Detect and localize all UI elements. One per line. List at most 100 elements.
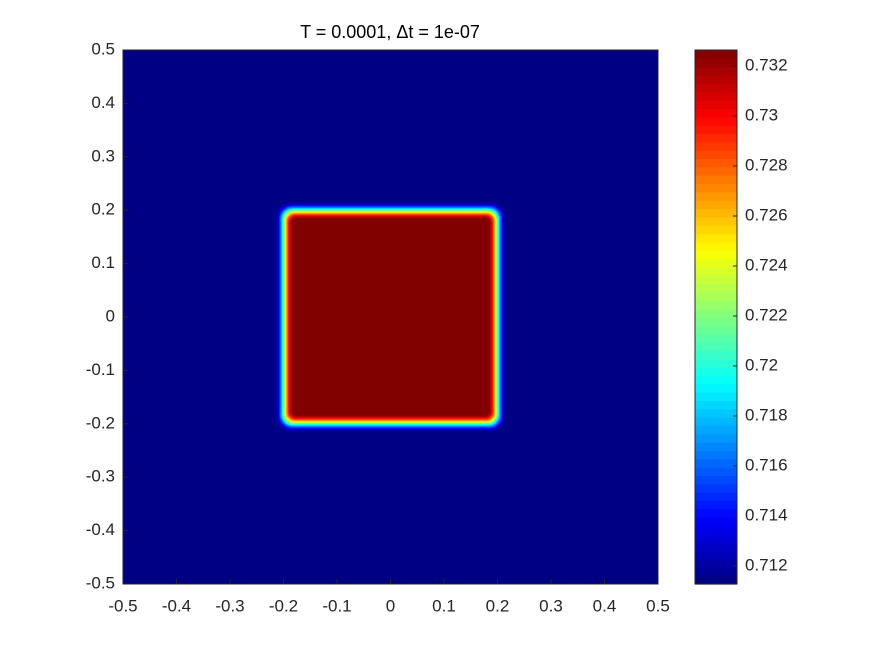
chart-title: T = 0.0001, Δt = 1e-07 — [300, 22, 480, 42]
colorbar-segment — [695, 191, 737, 201]
colorbar-segment — [695, 150, 737, 160]
x-tick-label: -0.3 — [215, 596, 244, 615]
colorbar-segment — [695, 342, 737, 351]
colorbar-tick-label: 0.73 — [745, 105, 778, 124]
x-tick-label: 0.1 — [432, 596, 456, 615]
colorbar-segment — [695, 425, 737, 435]
colorbar-segment — [695, 158, 737, 168]
colorbar-segment — [695, 492, 737, 502]
y-tick-label: 0 — [106, 306, 115, 325]
colorbar-segment — [695, 91, 737, 101]
colorbar-segment — [695, 75, 737, 84]
colorbar-segment — [695, 350, 737, 360]
y-tick-label: -0.3 — [86, 467, 115, 486]
x-tick-label: 0.4 — [593, 596, 617, 615]
colorbar-tick-label: 0.724 — [745, 255, 788, 274]
colorbar-segment — [695, 500, 737, 510]
colorbar-segment — [695, 125, 737, 135]
colorbar-segment — [695, 383, 737, 393]
colorbar-tick-label: 0.726 — [745, 205, 788, 224]
colorbar-tick-label: 0.728 — [745, 155, 788, 174]
colorbar-segment — [695, 116, 737, 126]
y-tick-label: 0.4 — [91, 93, 115, 112]
colorbar-segment — [695, 558, 737, 568]
colorbar-segment — [695, 567, 737, 577]
y-tick-label: -0.2 — [86, 413, 115, 432]
colorbar-tick-label: 0.72 — [745, 355, 778, 374]
colorbar-segment — [695, 467, 737, 477]
x-tick-label: -0.1 — [322, 596, 351, 615]
colorbar-segment — [695, 392, 737, 402]
colorbar-segment — [695, 233, 737, 243]
colorbar-segment — [695, 66, 737, 76]
colorbar-segment — [695, 275, 737, 285]
x-tick-label: 0 — [386, 596, 395, 615]
colorbar-segment — [695, 525, 737, 535]
colorbar-segment — [695, 58, 737, 68]
colorbar-segment — [695, 241, 737, 251]
y-tick-label: 0.5 — [91, 39, 115, 58]
colorbar-segment — [695, 375, 737, 385]
colorbar-tick-label: 0.718 — [745, 405, 788, 424]
colorbar-tick-label: 0.714 — [745, 505, 788, 524]
colorbar-tick-label: 0.722 — [745, 305, 788, 324]
colorbar-segment — [695, 483, 737, 493]
colorbar-segment — [695, 283, 737, 293]
colorbar-tick-label: 0.732 — [745, 55, 788, 74]
colorbar-segment — [695, 175, 737, 185]
colorbar-segment — [695, 575, 737, 585]
colorbar-segment — [695, 508, 737, 518]
region — [292, 219, 489, 415]
colorbar-segment — [695, 542, 737, 552]
colorbar-box — [694, 49, 738, 585]
colorbar-segment — [695, 208, 737, 218]
colorbar-segment — [695, 325, 737, 335]
colorbar-segment — [695, 100, 737, 110]
colorbar-segment — [695, 433, 737, 443]
colorbar-segment — [695, 317, 737, 326]
x-tick-label: 0.2 — [486, 596, 510, 615]
colorbar-segment — [695, 225, 737, 235]
colorbar-segment — [695, 216, 737, 226]
colorbar-segment — [695, 400, 737, 410]
colorbar-segment — [695, 458, 737, 468]
x-tick-label: 0.3 — [539, 596, 563, 615]
x-tick-label: -0.4 — [162, 596, 191, 615]
colorbar-segment — [695, 358, 737, 368]
colorbar-segment — [695, 200, 737, 210]
colorbar-segment — [695, 133, 737, 143]
colorbar-segment — [695, 533, 737, 543]
colorbar-segment — [695, 291, 737, 301]
colorbar-segment — [695, 308, 737, 318]
colorbar-segment — [695, 83, 737, 93]
y-tick-label: 0.2 — [91, 200, 115, 219]
x-tick-label: 0.5 — [646, 596, 670, 615]
colorbar-segment — [695, 300, 737, 310]
colorbar-segment — [695, 550, 737, 560]
colorbar-segment — [695, 166, 737, 176]
colorbar-segment — [695, 258, 737, 268]
colorbar-segment — [695, 250, 737, 260]
colorbar-segment — [695, 333, 737, 343]
colorbar-segment — [695, 450, 737, 460]
colorbar-tick-label: 0.712 — [745, 555, 788, 574]
colorbar-segment — [695, 442, 737, 452]
colorbar-segment — [695, 475, 737, 485]
y-tick-label: 0.1 — [91, 253, 115, 272]
y-tick-label: -0.4 — [86, 520, 115, 539]
colorbar-segment — [695, 517, 737, 527]
colorbar-segment — [695, 108, 737, 118]
colorbar-segment — [695, 141, 737, 151]
x-tick-label: -0.5 — [108, 596, 137, 615]
y-tick-label: 0.3 — [91, 146, 115, 165]
colorbar-tick-label: 0.716 — [745, 455, 788, 474]
y-tick-label: -0.1 — [86, 360, 115, 379]
colorbar-segment — [695, 183, 737, 193]
x-tick-label: -0.2 — [269, 596, 298, 615]
colorbar-segment — [695, 367, 737, 377]
y-tick-label: -0.5 — [86, 573, 115, 592]
colorbar-segment — [695, 408, 737, 418]
colorbar-segment — [695, 266, 737, 276]
colorbar-segment — [695, 50, 737, 59]
